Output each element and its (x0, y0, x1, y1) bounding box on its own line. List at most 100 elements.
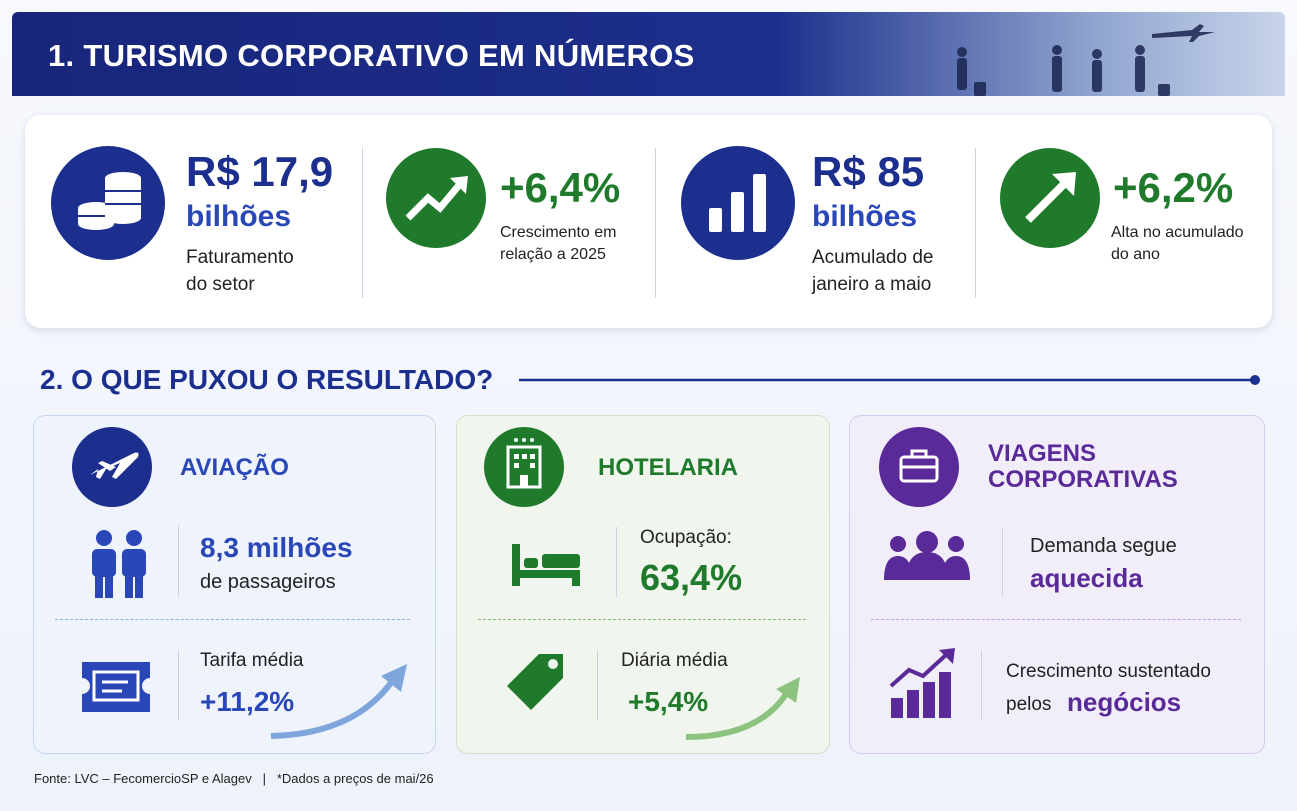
icon-shape (1152, 24, 1215, 42)
icon-shape (957, 24, 1215, 96)
icon-shape (522, 454, 527, 459)
icon-shape (270, 678, 396, 739)
separator (478, 619, 806, 620)
icon-shape (122, 549, 146, 577)
hotel-glyph (506, 438, 542, 489)
rise-arrow (270, 664, 407, 739)
icon-shape (135, 574, 143, 598)
icon-shape (530, 463, 535, 468)
icon-shape (78, 172, 141, 230)
icon-shape (709, 208, 722, 232)
icon-shape (524, 558, 538, 568)
icon-shape (1052, 56, 1062, 92)
stat-label: Faturamento do setor (186, 245, 294, 298)
icon-shape (512, 544, 580, 586)
item-value: 63,4% (640, 557, 743, 598)
hotel-icon (484, 427, 564, 507)
icon-shape (776, 677, 800, 703)
rise-arrow (685, 677, 800, 740)
divider (178, 650, 179, 720)
item-text: de passageiros (200, 571, 336, 593)
ticket-icon (82, 662, 150, 712)
icon-shape (105, 178, 141, 218)
icon-shape (92, 530, 146, 598)
icon-shape (530, 454, 535, 459)
briefcase-glyph (899, 449, 939, 483)
item-value: 8,3 milhões (200, 532, 353, 563)
icon-shape (572, 570, 580, 586)
icon-shape (910, 449, 928, 459)
icon-shape (731, 192, 744, 232)
icon-shape (105, 172, 141, 184)
icon-shape (889, 652, 949, 688)
item-prefix: pelos (1006, 694, 1052, 715)
icon-shape (1250, 375, 1260, 385)
icon-shape (82, 662, 150, 712)
icon-shape (126, 530, 142, 546)
icon-shape (884, 556, 912, 580)
item-text: Diária média (621, 650, 728, 671)
bed-icon (512, 544, 580, 586)
plane-icon (72, 427, 152, 507)
coins-icon (51, 146, 165, 260)
separator (55, 619, 410, 620)
group-icon (884, 531, 970, 580)
tag-icon (507, 654, 563, 710)
icon-shape (753, 174, 766, 232)
label-line: Crescimento em (500, 224, 617, 241)
divider (178, 525, 179, 597)
label-line: do ano (1111, 246, 1160, 264)
stat-value: +6,2% (1113, 164, 1234, 211)
item-value: +11,2% (200, 686, 295, 717)
icon-shape (548, 659, 558, 669)
coins-glyph (78, 172, 141, 230)
divider (597, 650, 598, 720)
stat-unit: bilhões (812, 200, 918, 233)
stat-value: +6,4% (500, 164, 621, 211)
icon-shape (1052, 45, 1062, 55)
icon-shape (1092, 60, 1102, 92)
stat-unit: bilhões (186, 200, 292, 233)
icon-shape (1135, 56, 1145, 92)
footer: Fonte: LVC – FecomercioSP e Alagev | *Da… (34, 771, 434, 786)
icon-shape (92, 549, 116, 577)
bars-glyph (709, 174, 766, 232)
item-text: Ocupação: (640, 527, 732, 548)
label-line: Faturamento (186, 247, 294, 268)
icon-shape (890, 536, 906, 552)
icon-shape (685, 689, 791, 740)
icon-shape (939, 672, 951, 718)
people-icon (92, 530, 146, 598)
icon-shape (942, 556, 970, 580)
label-line: do setor (186, 273, 255, 295)
card-title: VIAGENS CORPORATIVAS (988, 440, 1178, 494)
item-value: +5,4% (628, 686, 709, 717)
icon-shape (514, 463, 519, 468)
icon-shape (514, 438, 518, 442)
label-line: relação a 2025 (500, 246, 606, 264)
icon-shape (450, 176, 468, 194)
label-line: Alta no acumulado (1111, 224, 1244, 241)
footer-source: Fonte: LVC – FecomercioSP e Alagev (34, 771, 252, 786)
stat-label: Crescimento em relação a 2025 (500, 222, 616, 267)
icon-shape (512, 570, 580, 578)
arrow-glyph (1025, 172, 1076, 223)
label-line: Acumulado de (812, 247, 934, 268)
icon-shape (899, 455, 939, 483)
icon-shape (522, 438, 526, 442)
icon-shape (530, 438, 534, 442)
section-title: 2. O QUE PUXOU O RESULTADO? (40, 364, 494, 395)
stat-value: R$ 85 (812, 148, 925, 195)
icon-shape (974, 82, 986, 96)
divider (975, 148, 976, 298)
icon-shape (939, 648, 955, 664)
icon-shape (906, 552, 948, 580)
divider (616, 527, 617, 597)
icon-shape (891, 698, 903, 718)
icon-shape (1092, 49, 1102, 59)
travelers-illustration (957, 24, 1215, 96)
icon-shape (95, 574, 103, 598)
item-text: Crescimento sustentado (1006, 661, 1211, 682)
title-line: CORPORATIVAS (988, 466, 1178, 494)
